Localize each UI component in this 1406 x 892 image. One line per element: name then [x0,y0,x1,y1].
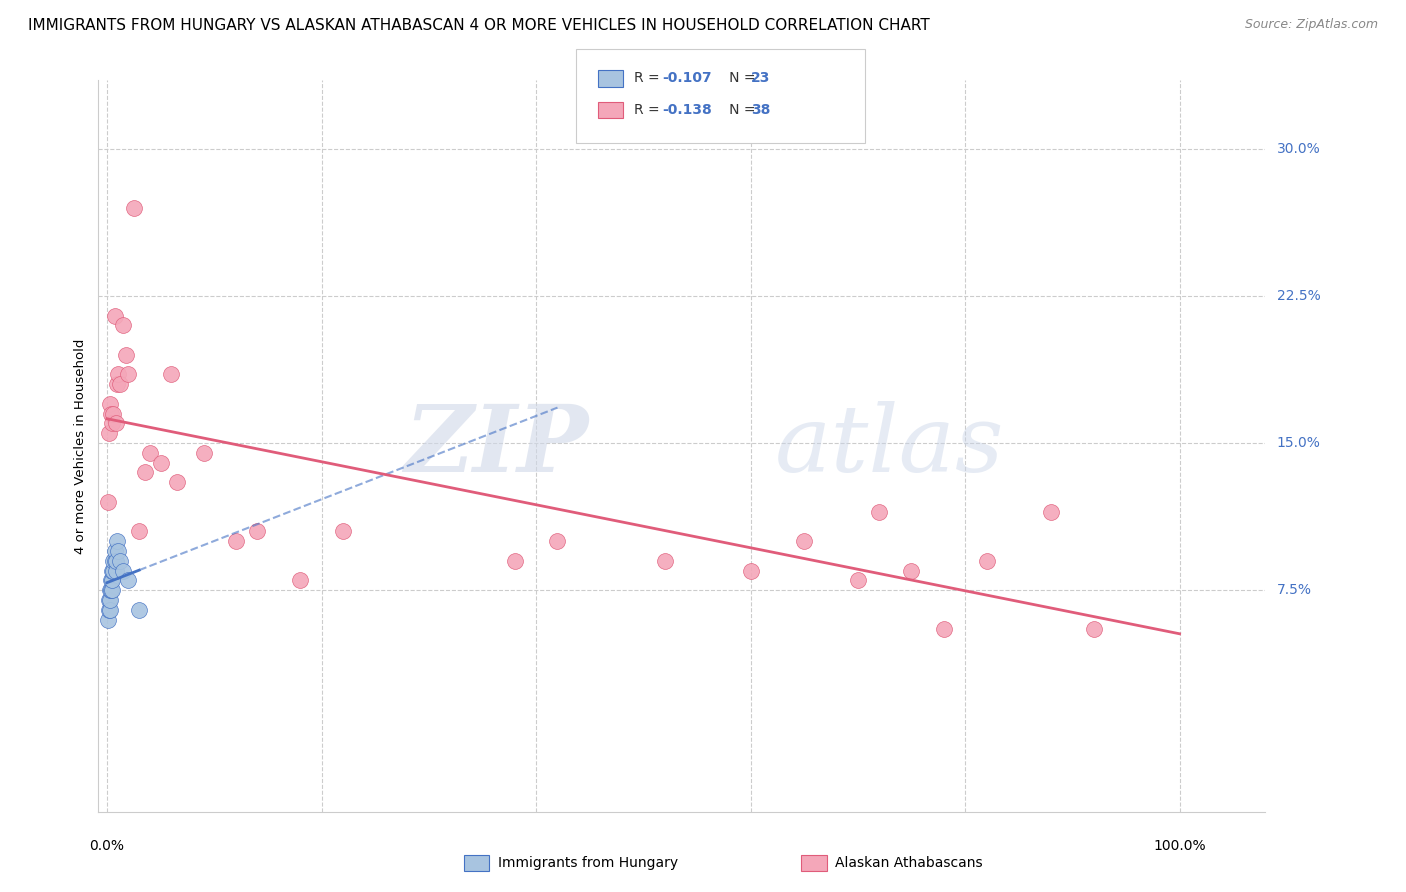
Point [117,574,139,588]
Y-axis label: 4 or more Vehicles in Household: 4 or more Vehicles in Household [75,338,87,554]
Point [139,446,162,460]
Point [932,623,955,637]
Point [103,554,125,568]
Point [166,475,188,490]
Text: 23: 23 [751,71,770,86]
Point [115,348,138,362]
Text: Source: ZipAtlas.com: Source: ZipAtlas.com [1244,18,1378,31]
Point [900,564,922,578]
Text: -0.138: -0.138 [662,103,711,117]
Text: R =: R = [634,103,664,117]
Point [107,544,129,558]
Point [108,377,131,392]
Text: -0.107: -0.107 [662,71,711,86]
Text: 22.5%: 22.5% [1277,289,1320,303]
Point [103,309,125,323]
Point [108,554,131,568]
Point [547,534,569,549]
Text: N =: N = [716,103,759,117]
Point [105,377,128,392]
Point [104,564,127,578]
Text: ZIP: ZIP [405,401,589,491]
Text: 100.0%: 100.0% [1153,839,1206,854]
Point [793,534,815,549]
Point [97,495,120,509]
Text: Immigrants from Hungary: Immigrants from Hungary [498,855,678,870]
Point [112,564,135,578]
Point [101,564,124,578]
Point [98,603,121,617]
Point [503,554,526,568]
Point [160,368,183,382]
Point [98,426,121,441]
Point [225,534,247,549]
Point [107,368,129,382]
Point [122,201,145,215]
Point [654,554,676,568]
Point [134,466,156,480]
Point [97,613,120,627]
Point [193,446,215,460]
Point [98,583,121,598]
Text: 7.5%: 7.5% [1277,583,1312,597]
Point [149,456,172,470]
Point [117,368,139,382]
Point [1083,623,1105,637]
Text: atlas: atlas [775,401,1005,491]
Point [1039,505,1062,519]
Point [112,318,135,333]
Point [98,593,121,607]
Text: 30.0%: 30.0% [1277,142,1320,156]
Point [104,554,127,568]
Point [128,603,150,617]
Text: R =: R = [634,71,664,86]
Point [98,397,121,411]
Text: Alaskan Athabascans: Alaskan Athabascans [835,855,983,870]
Point [101,574,124,588]
Point [98,593,121,607]
Point [100,407,122,421]
Point [332,524,354,539]
Text: 0.0%: 0.0% [90,839,125,854]
Point [103,564,125,578]
Point [103,407,125,421]
Point [976,554,998,568]
Text: 15.0%: 15.0% [1277,436,1320,450]
Point [100,583,122,598]
Point [101,417,124,431]
Point [128,524,150,539]
Point [100,574,122,588]
Point [105,534,128,549]
Point [868,505,890,519]
Point [740,564,762,578]
Text: IMMIGRANTS FROM HUNGARY VS ALASKAN ATHABASCAN 4 OR MORE VEHICLES IN HOUSEHOLD CO: IMMIGRANTS FROM HUNGARY VS ALASKAN ATHAB… [28,18,929,33]
Point [104,417,127,431]
Point [98,603,121,617]
Point [246,524,269,539]
Text: 38: 38 [751,103,770,117]
Point [846,574,869,588]
Text: N =: N = [716,71,759,86]
Point [103,544,125,558]
Point [288,574,311,588]
Point [101,583,124,598]
Point [103,554,125,568]
